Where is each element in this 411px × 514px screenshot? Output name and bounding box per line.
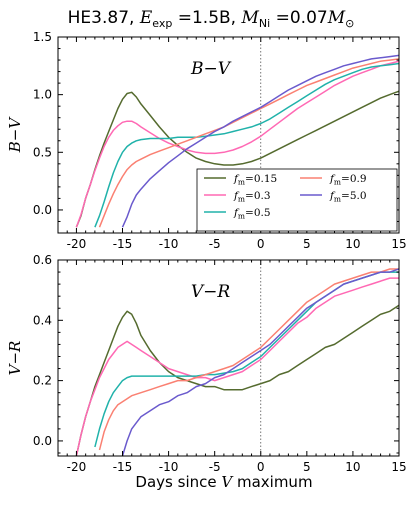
x-tick-label: 10 bbox=[345, 460, 360, 474]
y-tick-label: 0.6 bbox=[33, 253, 52, 267]
legend-entry-f-m-0-15: fm=0.15 bbox=[204, 173, 277, 187]
legend-entry-f-m-0-5: fm=0.5 bbox=[204, 207, 271, 221]
x-tick-label: -5 bbox=[209, 237, 221, 251]
y-tick-label: 0.5 bbox=[33, 145, 52, 159]
legend-label: fm=0.9 bbox=[329, 173, 367, 187]
legend-label: fm=0.5 bbox=[233, 207, 271, 221]
y-axis-label: V−R bbox=[6, 341, 24, 376]
y-tick-label: 1.0 bbox=[33, 88, 52, 102]
series-line-f-m-0-9 bbox=[98, 268, 399, 451]
y-tick-label: 0.0 bbox=[33, 203, 52, 217]
panel-b-minus-v: -20 -15 -10 -5 0 5 10 15 0.0 0.5 1.0 1.5 B−V B−V fm=0.… bbox=[6, 30, 407, 251]
y-tick-label: 0.4 bbox=[33, 313, 52, 327]
x-tick-label: -10 bbox=[159, 460, 179, 474]
x-tick-label: -20 bbox=[67, 460, 87, 474]
x-tick-label: -15 bbox=[113, 460, 133, 474]
figure-title: HE3.87, Eexp =1.5B, MNi =0.07M⊙ bbox=[68, 8, 355, 30]
legend-entry-f-m-5-0: fm=5.0 bbox=[300, 190, 367, 204]
x-tick-label: 15 bbox=[391, 237, 406, 251]
y-tick-label: 0.0 bbox=[33, 434, 52, 448]
series-line-f-m-0-15 bbox=[75, 90, 399, 228]
x-tick-label: 15 bbox=[391, 460, 406, 474]
legend-box bbox=[196, 168, 398, 232]
legend-label: fm=5.0 bbox=[329, 190, 367, 204]
legend-entry-f-m-0-9: fm=0.9 bbox=[300, 173, 367, 187]
series-line-f-m-5-0 bbox=[121, 268, 399, 456]
plot-frame bbox=[57, 259, 400, 457]
panel-v-minus-r: -20 -15 -10 -5 0 5 10 15 0.0 0.2 0.4 0.6 V−R V−R bbox=[6, 253, 407, 474]
x-tick-label: 10 bbox=[345, 237, 360, 251]
series-line-f-m-0-15 bbox=[75, 304, 399, 456]
y-axis-label: B−V bbox=[6, 116, 24, 154]
x-tick-label: -10 bbox=[159, 237, 179, 251]
x-axis-label: Days since V maximum bbox=[135, 473, 312, 491]
x-tick-label: 5 bbox=[303, 237, 311, 251]
x-tick-label: 0 bbox=[257, 460, 265, 474]
x-tick-label: -20 bbox=[67, 237, 87, 251]
x-tick-label: -5 bbox=[209, 460, 221, 474]
series-line-f-m-0-3 bbox=[75, 277, 399, 456]
legend: fm=0.15 fm=0.9 fm=0.3 fm=5.0 fm=0.5 bbox=[196, 168, 398, 232]
panel-title: B−V bbox=[190, 59, 232, 79]
panel-title: V−R bbox=[191, 282, 231, 302]
x-tick-label: 5 bbox=[303, 460, 311, 474]
plot-frame bbox=[57, 36, 400, 234]
y-tick-label: 0.2 bbox=[33, 374, 52, 388]
legend-label: fm=0.15 bbox=[233, 173, 277, 187]
legend-entry-f-m-0-3: fm=0.3 bbox=[204, 190, 271, 204]
x-tick-label: -15 bbox=[113, 237, 133, 251]
x-tick-label: 0 bbox=[257, 237, 265, 251]
series-line-f-m-0-5 bbox=[94, 62, 399, 228]
legend-label: fm=0.3 bbox=[233, 190, 271, 204]
series-line-f-m-5-0 bbox=[121, 54, 399, 228]
y-tick-label: 1.5 bbox=[33, 30, 52, 44]
series-line-f-m-0-3 bbox=[75, 60, 399, 228]
